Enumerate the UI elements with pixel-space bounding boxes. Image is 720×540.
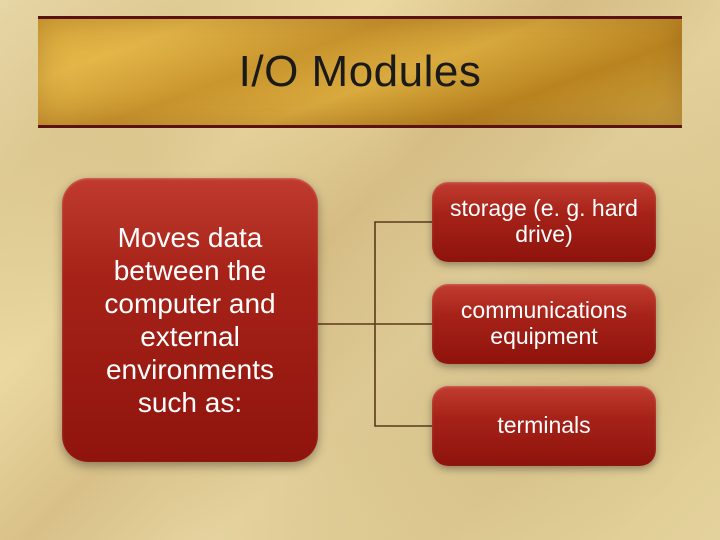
item-text: storage (e. g. hard drive) xyxy=(442,196,646,248)
slide: I/O Modules Moves data between the compu… xyxy=(0,0,720,540)
title-band: I/O Modules xyxy=(38,16,682,128)
item-box-communications: communications equipment xyxy=(432,284,656,364)
item-text: terminals xyxy=(497,413,590,439)
item-box-storage: storage (e. g. hard drive) xyxy=(432,182,656,262)
main-concept-box: Moves data between the computer and exte… xyxy=(62,178,318,462)
item-text: communications equipment xyxy=(442,298,646,350)
item-box-terminals: terminals xyxy=(432,386,656,466)
slide-title: I/O Modules xyxy=(239,47,482,97)
main-concept-text: Moves data between the computer and exte… xyxy=(80,221,300,419)
